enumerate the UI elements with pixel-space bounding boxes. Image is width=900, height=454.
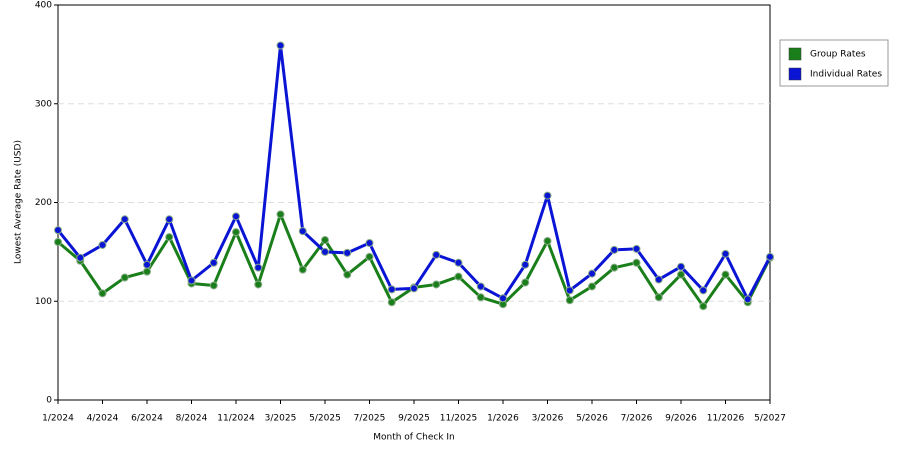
data-point [187, 276, 196, 285]
data-point [766, 252, 774, 261]
data-point [699, 286, 708, 295]
x-tick-label: 1/2026 [487, 414, 519, 424]
x-tick-label: 5/2027 [754, 414, 786, 424]
x-tick-label: 7/2025 [354, 414, 386, 424]
data-point [76, 253, 85, 262]
x-tick-label: 5/2025 [309, 414, 341, 424]
x-tick-label: 4/2024 [87, 414, 119, 424]
data-point [677, 262, 685, 271]
data-point [321, 247, 329, 256]
data-point [209, 281, 218, 290]
data-point [654, 293, 663, 302]
data-point [432, 250, 441, 259]
data-point [365, 252, 374, 261]
data-point [721, 270, 730, 279]
x-tick-label: 3/2025 [265, 414, 297, 424]
data-point [209, 258, 218, 267]
legend-label: Individual Rates [810, 70, 882, 80]
data-point [165, 233, 174, 242]
data-point [699, 302, 708, 311]
x-tick-label: 8/2024 [176, 414, 208, 424]
x-tick-label: 9/2025 [398, 414, 430, 424]
data-point [165, 215, 174, 224]
data-point [365, 238, 374, 247]
x-tick-label: 11/2024 [217, 414, 255, 424]
data-point [254, 263, 263, 272]
data-point [521, 260, 530, 269]
data-point [232, 212, 240, 221]
data-point [387, 298, 396, 307]
x-tick-label: 11/2025 [440, 414, 477, 424]
data-point [588, 269, 596, 278]
data-point [543, 237, 552, 246]
data-point [143, 267, 151, 276]
data-point [343, 248, 352, 257]
data-point [654, 275, 663, 284]
x-tick-label: 9/2026 [665, 414, 697, 424]
data-point [343, 270, 352, 279]
data-point [476, 282, 485, 291]
data-point [98, 240, 107, 249]
data-point [565, 286, 574, 295]
data-point [499, 294, 507, 303]
data-point [610, 245, 619, 254]
data-point [298, 265, 307, 274]
x-tick-label: 11/2026 [707, 414, 745, 424]
data-point [677, 270, 685, 279]
y-tick-label: 400 [35, 1, 52, 11]
data-point [743, 295, 752, 304]
data-point [276, 210, 285, 219]
y-tick-label: 300 [35, 99, 52, 109]
data-point [610, 263, 619, 272]
data-point [98, 289, 107, 298]
data-point [454, 258, 463, 267]
data-point [120, 273, 129, 282]
y-tick-label: 0 [46, 396, 52, 406]
y-tick-label: 200 [35, 198, 52, 208]
data-point [232, 228, 240, 237]
x-tick-label: 1/2024 [42, 414, 74, 424]
x-axis-label: Month of Check In [373, 433, 455, 443]
y-tick-label: 100 [35, 297, 52, 307]
data-point [143, 260, 151, 269]
data-point [54, 238, 62, 246]
y-axis-label: Lowest Average Rate (USD) [14, 140, 24, 264]
x-tick-label: 7/2026 [621, 414, 653, 424]
x-tick-label: 6/2024 [131, 414, 163, 424]
legend-label: Group Rates [810, 50, 866, 60]
data-point [521, 278, 530, 287]
data-point [432, 280, 441, 289]
legend-swatch [788, 47, 802, 61]
data-point [120, 215, 129, 224]
data-point [410, 284, 418, 293]
legend-swatch [788, 67, 802, 81]
data-point [476, 293, 485, 302]
data-point [321, 236, 329, 245]
data-point [254, 280, 263, 289]
data-point [565, 296, 574, 305]
data-point [298, 227, 307, 236]
data-point [387, 285, 396, 294]
x-tick-label: 3/2026 [532, 414, 564, 424]
data-point [632, 244, 641, 253]
data-point [543, 191, 552, 200]
x-tick-label: 5/2026 [576, 414, 608, 424]
data-point [54, 226, 62, 235]
data-point [632, 258, 641, 267]
data-point [721, 249, 730, 258]
data-point [454, 272, 463, 281]
data-point [276, 41, 285, 50]
data-point [588, 282, 596, 291]
